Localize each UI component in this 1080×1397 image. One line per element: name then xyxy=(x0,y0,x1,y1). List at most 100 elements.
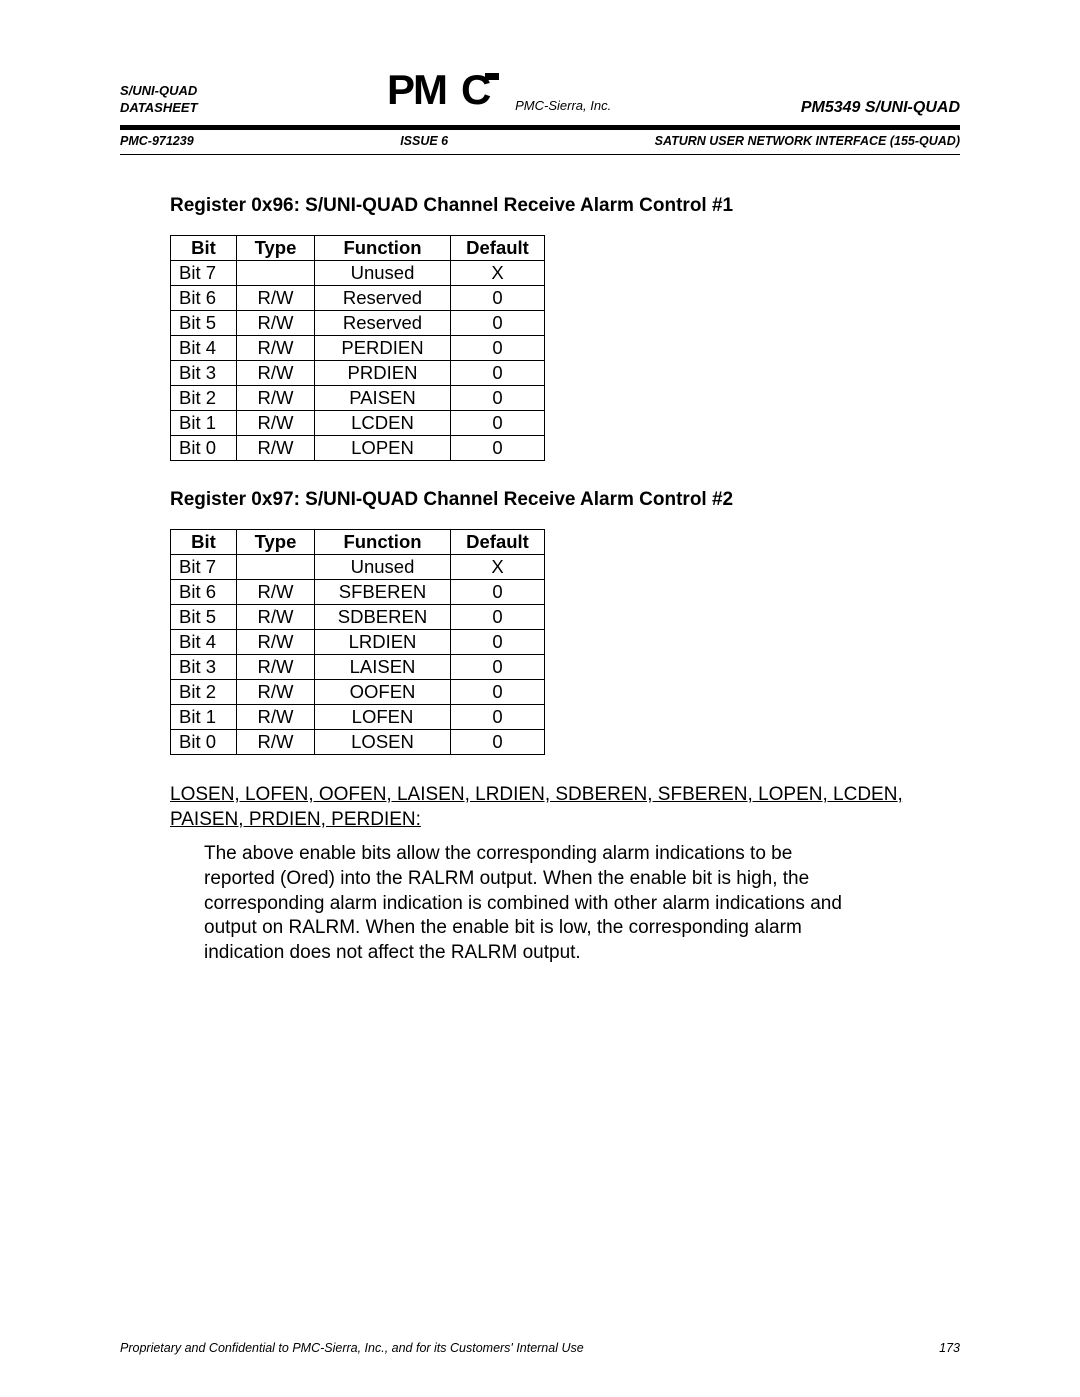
table-cell: Bit 2 xyxy=(171,386,237,411)
table-header-row: Bit Type Function Default xyxy=(171,530,545,555)
paragraph-heading: LOSEN, LOFEN, OOFEN, LAISEN, LRDIEN, SDB… xyxy=(170,783,960,832)
logo-subtext: PMC-Sierra, Inc. xyxy=(515,98,611,119)
pmc-logo-svg: PM C xyxy=(387,70,507,112)
table-row: Bit 0R/WLOPEN0 xyxy=(171,436,545,461)
table-cell: PERDIEN xyxy=(315,336,451,361)
table-cell: Reserved xyxy=(315,311,451,336)
table-row: Bit 7UnusedX xyxy=(171,261,545,286)
table-row: Bit 5R/WSDBEREN0 xyxy=(171,605,545,630)
table-cell: SFBEREN xyxy=(315,580,451,605)
table-cell: 0 xyxy=(451,311,545,336)
table-cell: 0 xyxy=(451,705,545,730)
table-cell: R/W xyxy=(237,655,315,680)
table-cell: LOPEN xyxy=(315,436,451,461)
table-cell: Bit 3 xyxy=(171,361,237,386)
table-cell: 0 xyxy=(451,336,545,361)
table-cell: Bit 1 xyxy=(171,411,237,436)
table-cell: Bit 1 xyxy=(171,705,237,730)
table-row: Bit 6R/WReserved0 xyxy=(171,286,545,311)
header-row2: PMC-971239 ISSUE 6 SATURN USER NETWORK I… xyxy=(120,130,960,154)
pmc-logo: PM C xyxy=(387,70,507,119)
table-row: Bit 6R/WSFBEREN0 xyxy=(171,580,545,605)
header-right: PM5349 S/UNI-QUAD xyxy=(801,99,960,119)
table-row: Bit 4R/WLRDIEN0 xyxy=(171,630,545,655)
table-cell: 0 xyxy=(451,361,545,386)
table-cell: 0 xyxy=(451,286,545,311)
table-row: Bit 4R/WPERDIEN0 xyxy=(171,336,545,361)
table-cell: Reserved xyxy=(315,286,451,311)
table-cell: LAISEN xyxy=(315,655,451,680)
table-row: Bit 2R/WOOFEN0 xyxy=(171,680,545,705)
table-cell: PAISEN xyxy=(315,386,451,411)
table-cell: R/W xyxy=(237,436,315,461)
table-cell: LOFEN xyxy=(315,705,451,730)
table-row: Bit 0R/WLOSEN0 xyxy=(171,730,545,755)
section1-title: Register 0x96: S/UNI-QUAD Channel Receiv… xyxy=(170,195,960,217)
col-bit: Bit xyxy=(171,236,237,261)
table-cell xyxy=(237,555,315,580)
table-cell: R/W xyxy=(237,311,315,336)
paragraph-heading-text: LOSEN, LOFEN, OOFEN, LAISEN, LRDIEN, SDB… xyxy=(170,784,903,830)
table-cell: OOFEN xyxy=(315,680,451,705)
table-cell: LRDIEN xyxy=(315,630,451,655)
table-cell: Unused xyxy=(315,261,451,286)
table-cell: X xyxy=(451,555,545,580)
footer-text: Proprietary and Confidential to PMC-Sier… xyxy=(120,1341,584,1355)
table-cell: R/W xyxy=(237,411,315,436)
table-cell: R/W xyxy=(237,386,315,411)
table-row: Bit 3R/WPRDIEN0 xyxy=(171,361,545,386)
table-cell: Bit 7 xyxy=(171,555,237,580)
table-cell: 0 xyxy=(451,680,545,705)
table-row: Bit 1R/WLOFEN0 xyxy=(171,705,545,730)
table-cell: Bit 5 xyxy=(171,311,237,336)
footer: Proprietary and Confidential to PMC-Sier… xyxy=(120,1341,960,1355)
table-cell: Bit 0 xyxy=(171,730,237,755)
table-cell: R/W xyxy=(237,705,315,730)
table-cell: R/W xyxy=(237,730,315,755)
header-left-line1: S/UNI-QUAD xyxy=(120,82,198,100)
paragraph-body: The above enable bits allow the correspo… xyxy=(204,842,864,965)
col-type: Type xyxy=(237,236,315,261)
table-cell: SDBEREN xyxy=(315,605,451,630)
table-cell: Bit 6 xyxy=(171,286,237,311)
header-left: S/UNI-QUAD DATASHEET xyxy=(120,82,198,119)
section2-title: Register 0x97: S/UNI-QUAD Channel Receiv… xyxy=(170,489,960,511)
table-row: Bit 3R/WLAISEN0 xyxy=(171,655,545,680)
table-row: Bit 2R/WPAISEN0 xyxy=(171,386,545,411)
table-cell: LCDEN xyxy=(315,411,451,436)
col-func: Function xyxy=(315,530,451,555)
table-cell: Bit 4 xyxy=(171,630,237,655)
col-def: Default xyxy=(451,236,545,261)
page-number: 173 xyxy=(939,1341,960,1355)
table2-body: Bit 7UnusedXBit 6R/WSFBEREN0Bit 5R/WSDBE… xyxy=(171,555,545,755)
col-def: Default xyxy=(451,530,545,555)
doc-number: PMC-971239 xyxy=(120,134,194,148)
svg-text:PM: PM xyxy=(387,70,446,112)
table-cell: 0 xyxy=(451,386,545,411)
table-cell: 0 xyxy=(451,605,545,630)
header-center: PM C PMC-Sierra, Inc. xyxy=(198,70,801,119)
table-cell: Bit 0 xyxy=(171,436,237,461)
register-table-1: Bit Type Function Default Bit 7UnusedXBi… xyxy=(170,235,545,461)
table-cell: LOSEN xyxy=(315,730,451,755)
table-cell: Bit 4 xyxy=(171,336,237,361)
table-row: Bit 5R/WReserved0 xyxy=(171,311,545,336)
table-cell: PRDIEN xyxy=(315,361,451,386)
table-cell: Bit 3 xyxy=(171,655,237,680)
table-cell: 0 xyxy=(451,411,545,436)
table-cell: R/W xyxy=(237,605,315,630)
table-cell: Unused xyxy=(315,555,451,580)
header-left-line2: DATASHEET xyxy=(120,99,198,117)
table-cell: R/W xyxy=(237,286,315,311)
table-cell: R/W xyxy=(237,630,315,655)
table-cell: Bit 5 xyxy=(171,605,237,630)
page: S/UNI-QUAD DATASHEET PM C PMC-Sierra, In… xyxy=(0,0,1080,1397)
table-cell: R/W xyxy=(237,336,315,361)
table-cell: 0 xyxy=(451,436,545,461)
table-cell: X xyxy=(451,261,545,286)
table-cell: 0 xyxy=(451,630,545,655)
header-top-row: S/UNI-QUAD DATASHEET PM C PMC-Sierra, In… xyxy=(120,70,960,119)
table-cell xyxy=(237,261,315,286)
col-bit: Bit xyxy=(171,530,237,555)
table-cell: 0 xyxy=(451,655,545,680)
